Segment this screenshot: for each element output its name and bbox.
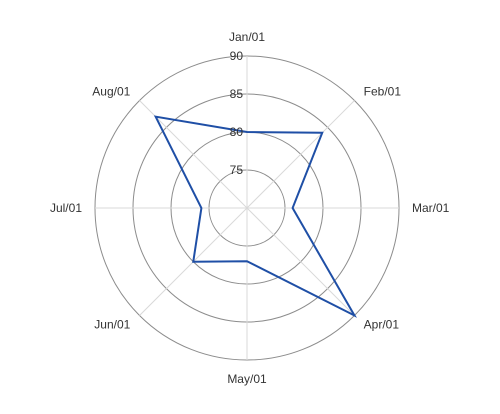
category-label: May/01: [227, 372, 267, 386]
category-label: Apr/01: [364, 318, 400, 332]
category-label: Jul/01: [50, 201, 82, 215]
tick-layer: 75 80 85 90: [230, 49, 244, 177]
tick-label: 85: [230, 87, 244, 101]
category-label: Jan/01: [229, 30, 265, 44]
category-label: Mar/01: [412, 201, 450, 215]
tick-label: 75: [230, 163, 244, 177]
tick-label: 90: [230, 49, 244, 63]
tick-label: 80: [230, 125, 244, 139]
category-label: Aug/01: [92, 84, 130, 98]
category-label: Jun/01: [94, 318, 130, 332]
spoke-line: [247, 101, 354, 208]
category-label: Feb/01: [364, 84, 402, 98]
